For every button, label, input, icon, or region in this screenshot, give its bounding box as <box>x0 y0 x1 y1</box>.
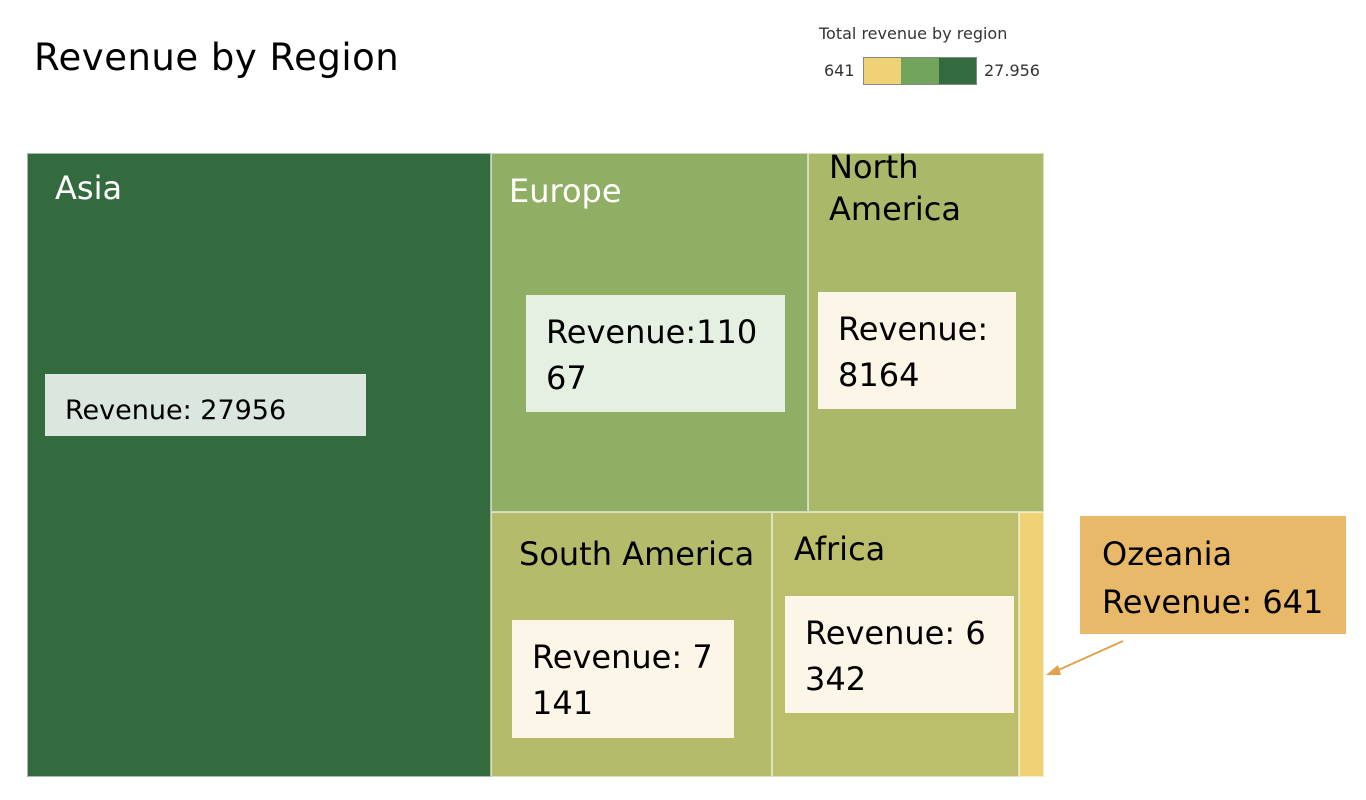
tile-label-north-america: North America <box>829 148 961 228</box>
tile-north-america <box>808 153 1044 512</box>
legend-min-label: 641 <box>824 61 855 80</box>
page-title: Revenue by Region <box>34 36 400 79</box>
callout-revenue: Revenue: 641 <box>1102 583 1324 621</box>
tile-ozeania <box>1019 512 1044 777</box>
tile-revenue-north-america: Revenue: 8164 <box>818 292 1016 409</box>
tile-label-asia: Asia <box>55 169 123 207</box>
callout-region-name: Ozeania <box>1102 535 1233 573</box>
tile-label-south-america: South America <box>519 535 755 573</box>
legend-swatch-mid <box>901 58 939 84</box>
legend-title: Total revenue by region <box>819 24 1008 43</box>
tile-revenue-asia: Revenue: 27956 <box>45 374 366 436</box>
tile-revenue-europe: Revenue:11067 <box>526 295 785 412</box>
legend-color-bar <box>863 57 977 85</box>
ozeania-callout: Ozeania Revenue: 641 <box>1080 516 1346 634</box>
tile-south-america <box>491 512 772 777</box>
tile-africa <box>772 512 1019 777</box>
tile-label-europe: Europe <box>509 172 622 210</box>
tile-asia <box>27 153 491 777</box>
legend-swatch-high <box>938 58 976 84</box>
tile-europe <box>491 153 808 512</box>
legend-max-label: 27.956 <box>984 61 1040 80</box>
tile-revenue-africa: Revenue: 6342 <box>785 596 1014 713</box>
tile-label-africa: Africa <box>794 530 886 568</box>
tile-revenue-south-america: Revenue: 7141 <box>512 620 734 738</box>
legend-swatch-low <box>864 58 902 84</box>
